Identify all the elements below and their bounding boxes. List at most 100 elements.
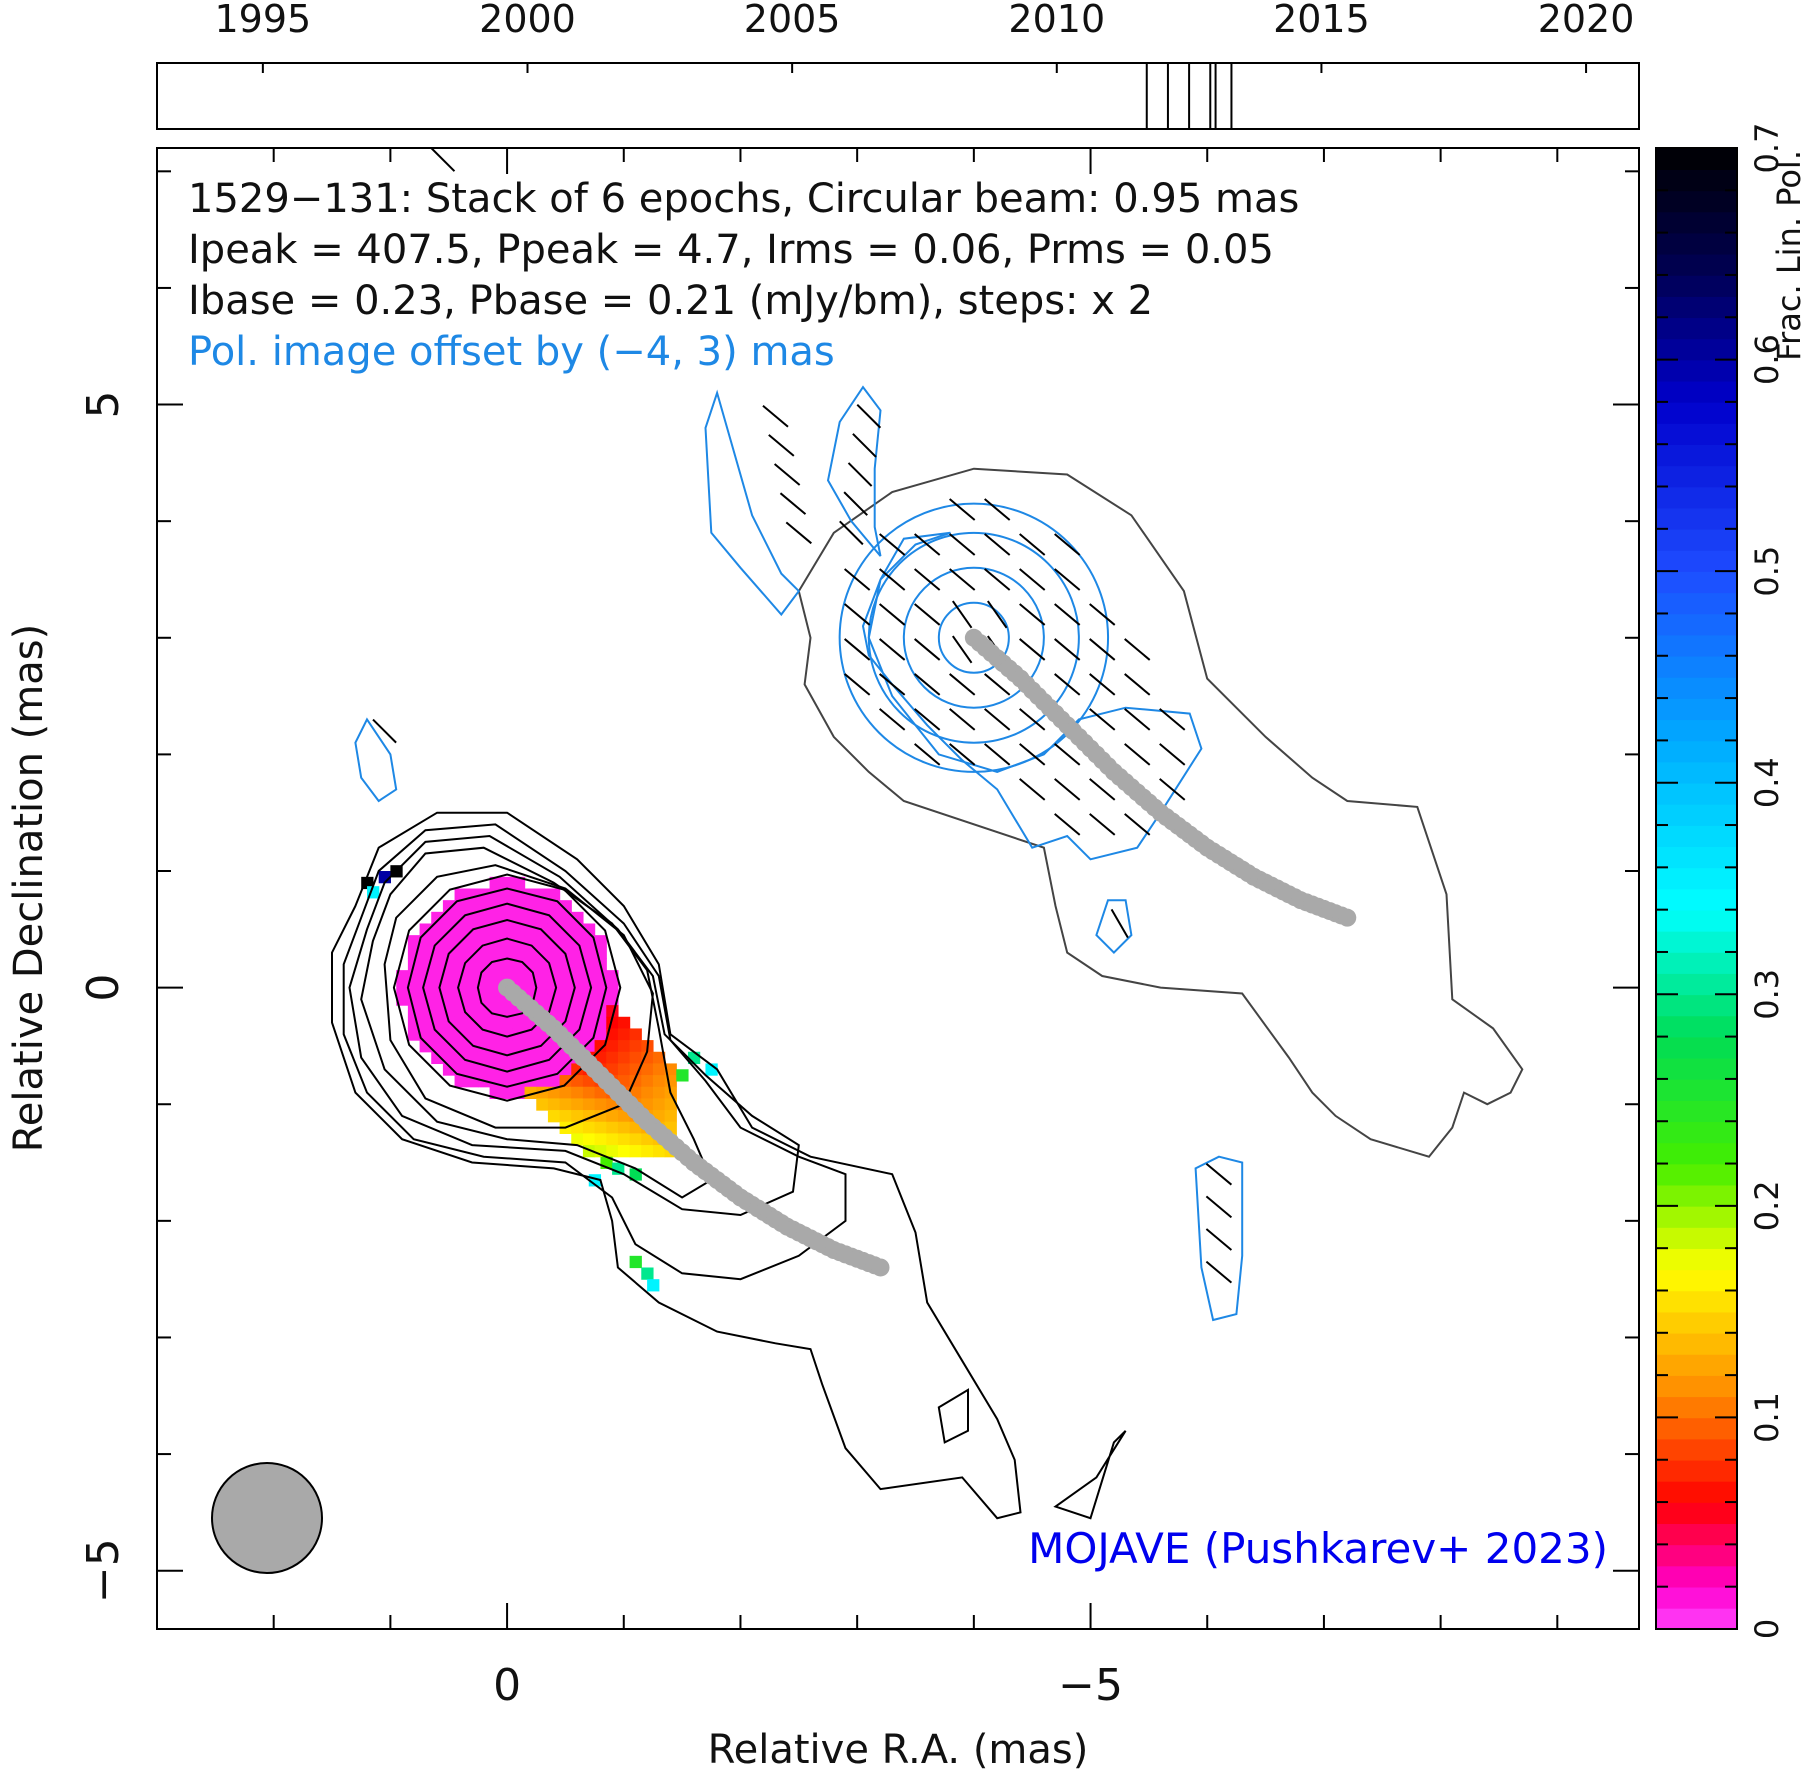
colorbar-ticks: 0 0.1 0.2 0.3 0.4 0.5 0.6 0.7: [1656, 123, 1786, 1639]
fpol-pixel: [571, 1005, 584, 1018]
fpol-pixel: [454, 1075, 467, 1088]
fpol-pixel: [501, 888, 514, 901]
evpa-stick: [949, 708, 976, 731]
colorbar-step: [1656, 465, 1737, 488]
evpa-stick: [844, 673, 871, 696]
evpa-stick: [1019, 533, 1046, 556]
map-panel: 0 −5 5 0 −5 1529−131: Stack of 6 epochs, Cir…: [78, 147, 1640, 1711]
fpol-pixel: [617, 1040, 631, 1053]
evpa-stick: [839, 520, 864, 546]
fpol-pixel: [606, 1110, 619, 1123]
fpol-pixel: [512, 923, 526, 936]
fpol-pixel: [524, 1051, 537, 1065]
fpol-pixel: [571, 993, 584, 1006]
fpol-pixel: [524, 981, 537, 995]
fpol-pixel: [489, 1051, 502, 1065]
fpol-pixel: [582, 923, 596, 936]
plot-frame: [156, 147, 1640, 1630]
fpol-pixel: [652, 1063, 666, 1076]
fpol-pixel: [512, 946, 526, 960]
fpol-pixel: [571, 1086, 584, 1100]
colorbar-step: [1656, 1227, 1737, 1249]
timeline-tick-label: 1995: [214, 0, 311, 41]
evpa-stick: [779, 492, 807, 515]
colorbar-step: [1656, 211, 1737, 234]
colorbar-step: [1656, 825, 1737, 847]
fpol-pixel: [454, 1040, 467, 1053]
fpol-pixel: [524, 911, 537, 925]
jet-ridgelines: [498, 628, 1357, 1277]
colorbar-step: [1656, 486, 1737, 509]
fpol-pixel: [477, 1051, 491, 1065]
colorbar-step: [1656, 1248, 1737, 1271]
fpol-pixel: [419, 981, 432, 995]
fpol-pixel: [442, 1051, 456, 1065]
fpol-pixel: [536, 935, 549, 948]
fpol-pixel: [454, 1051, 467, 1065]
fpol-pixel: [512, 970, 526, 983]
colorbar-step: [1656, 296, 1737, 319]
evpa-stick: [1205, 1195, 1233, 1219]
colorbar-step: [1656, 592, 1737, 615]
evpa-stick: [984, 498, 1011, 521]
evpa-stick: [1054, 673, 1081, 696]
fpol-pixel: [454, 1016, 467, 1030]
fpol-pixel: [442, 935, 456, 948]
fpol-pixel: [641, 1051, 654, 1065]
evpa-stick: [844, 568, 871, 591]
fpol-pixel: [594, 1098, 607, 1111]
fpol-pixel: [419, 923, 432, 936]
fpol-pixel: [629, 1051, 642, 1065]
fpol-pixel: [641, 1145, 654, 1158]
fpol-pixel: [442, 1028, 456, 1041]
evpa-stick: [984, 708, 1011, 731]
beam-ellipse: [211, 1462, 323, 1574]
pol-contour: [1095, 899, 1133, 955]
colorbar-step: [1656, 571, 1737, 594]
fpol-pixel: [547, 981, 561, 995]
colorbar: 0 0.1 0.2 0.3 0.4 0.5 0.6 0.7 Frac. Lin. Pol.: [1655, 123, 1808, 1639]
fpol-pixel: [547, 1075, 561, 1088]
evpa-stick: [1019, 603, 1046, 626]
colorbar-tick-label: 0.2: [1748, 1180, 1786, 1231]
fpol-pixel: [559, 1075, 572, 1088]
fpol-pixel: [501, 900, 514, 913]
title-line-1: 1529−131: Stack of 6 epochs, Circular be…: [188, 176, 1299, 222]
fpol-pixel: [501, 1063, 514, 1076]
evpa-stick: [1124, 743, 1151, 766]
pol-offset-note: Pol. image offset by (−4, 3) mas: [188, 329, 835, 375]
colorbar-tick-label: 0.7: [1748, 123, 1786, 174]
colorbar-step: [1656, 1417, 1737, 1440]
fpol-pixel: [571, 1110, 584, 1123]
stokes-i-contour: [1053, 1430, 1127, 1520]
stokes-i-contour: [348, 834, 800, 1217]
fpol-pixel: [454, 888, 467, 901]
fpol-pixel: [419, 1028, 432, 1041]
offset-i-contour: [797, 467, 1524, 1158]
stokes-i-contour: [360, 846, 713, 1199]
fpol-pixel: [559, 923, 572, 936]
title-line-2: Ipeak = 407.5, Ppeak = 4.7, Irms = 0.06,…: [188, 227, 1274, 273]
colorbar-step: [1656, 613, 1737, 636]
fpol-pixel: [536, 1040, 549, 1053]
colorbar-step: [1656, 190, 1737, 213]
fpol-pixel: [629, 1028, 642, 1041]
evpa-stick: [914, 603, 941, 626]
fpol-pixel: [559, 981, 572, 995]
fpol-pixel: [536, 958, 549, 971]
fpol-pixel: [547, 900, 561, 913]
colorbar-step: [1656, 909, 1737, 932]
colorbar-step: [1656, 1544, 1737, 1567]
fpol-pixel: [582, 1028, 596, 1041]
fpol-pixel: [442, 1063, 456, 1076]
fpol-pixel: [396, 970, 409, 983]
fpol-pixel: [536, 970, 549, 983]
evpa-stick: [762, 404, 789, 428]
fpol-pixel: [617, 1028, 631, 1041]
evpa-stick: [879, 673, 906, 696]
colorbar-tick-label: 0.4: [1748, 757, 1786, 808]
evpa-stick: [844, 638, 871, 661]
stokes-i-contour: [937, 1388, 969, 1444]
fpol-pixel: [582, 1121, 596, 1134]
colorbar-step: [1656, 1100, 1737, 1123]
